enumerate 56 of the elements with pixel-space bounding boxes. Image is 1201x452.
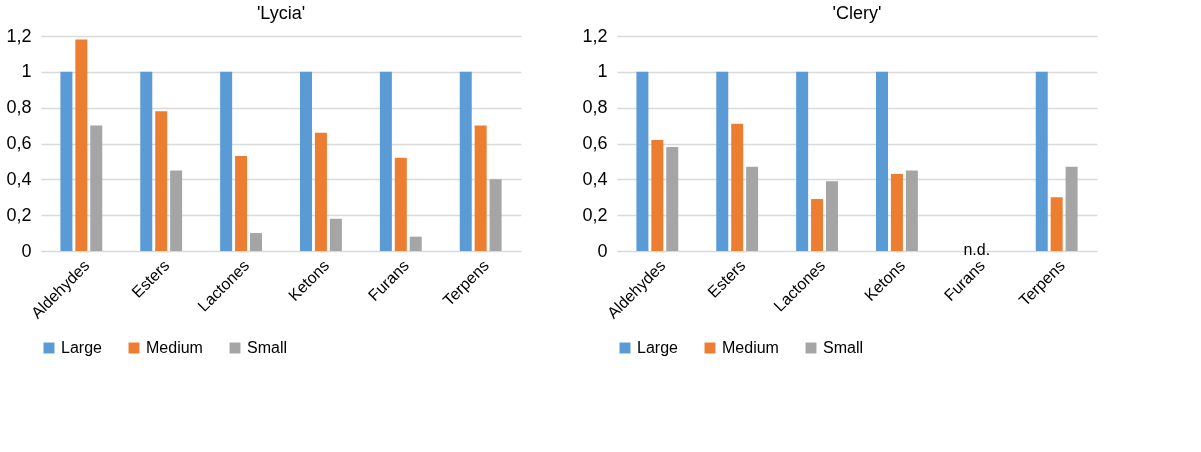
bar	[811, 199, 824, 251]
y-tick-label: 0,8	[6, 97, 32, 118]
legend-label: Small	[247, 339, 288, 356]
bar	[394, 157, 407, 251]
bar	[459, 71, 472, 251]
chart-title: 'Clery'	[832, 3, 882, 23]
bar	[731, 123, 744, 251]
bar	[716, 71, 729, 251]
bar	[905, 170, 918, 251]
bar	[140, 71, 153, 251]
bar	[90, 125, 103, 251]
bar	[746, 166, 759, 251]
y-tick-label: 1,2	[582, 25, 608, 46]
bar	[890, 173, 903, 251]
bar	[235, 156, 248, 251]
y-tick-label: 1	[21, 61, 32, 82]
bar	[170, 170, 183, 251]
y-tick-label: 0,6	[6, 133, 32, 153]
annotation: n.d.	[963, 241, 991, 258]
bar	[379, 71, 392, 251]
legend-label: Large	[637, 339, 679, 356]
legend-label: Medium	[722, 339, 779, 356]
bar	[329, 218, 342, 251]
bar	[796, 71, 809, 251]
bar	[474, 125, 487, 251]
y-tick-label: 0,2	[6, 204, 32, 225]
bar	[1050, 197, 1063, 251]
y-tick-label: 0,4	[6, 168, 32, 189]
y-tick-label: 0,2	[582, 204, 608, 225]
y-tick-label: 1,2	[6, 25, 32, 46]
legend-label: Small	[823, 339, 864, 356]
y-tick-label: 0,6	[582, 133, 608, 153]
bar	[409, 236, 422, 251]
bar	[666, 147, 679, 251]
bar	[249, 233, 262, 251]
bar	[651, 139, 664, 251]
legend-label: Large	[61, 339, 103, 356]
y-tick-label: 0,8	[582, 97, 608, 118]
bar	[75, 39, 88, 251]
bar	[876, 71, 889, 251]
bar	[60, 71, 73, 251]
y-tick-label: 0,4	[582, 168, 608, 189]
bar	[825, 181, 838, 251]
bar	[300, 71, 313, 251]
bar	[220, 71, 233, 251]
bar	[155, 111, 168, 251]
chart-title: 'Lycia'	[256, 3, 306, 23]
y-tick-label: 0	[21, 240, 32, 261]
bar	[489, 179, 502, 251]
bar	[1065, 166, 1078, 251]
y-tick-label: 0	[597, 240, 608, 261]
y-tick-label: 1	[597, 61, 608, 82]
bar	[636, 71, 649, 251]
legend-label: Medium	[146, 339, 203, 356]
bar	[314, 132, 327, 251]
bar	[1035, 71, 1048, 251]
